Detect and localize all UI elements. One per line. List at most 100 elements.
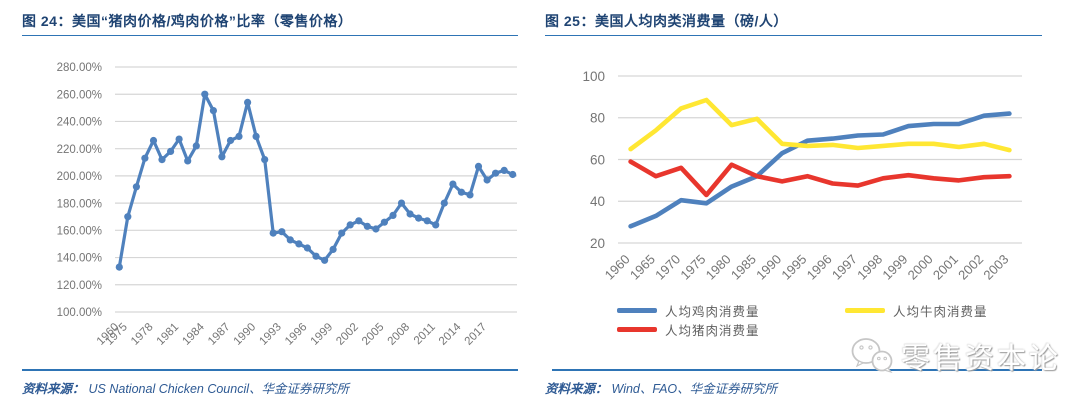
- y-axis-tick-label: 180.00%: [57, 198, 102, 210]
- data-point-marker: [474, 162, 483, 170]
- x-axis-tick-label: 1999: [879, 252, 910, 283]
- x-axis-tick-label: 1975: [677, 252, 708, 283]
- left-title-underline: [22, 35, 518, 37]
- x-axis-tick-label: 1996: [804, 252, 835, 283]
- data-point-marker: [192, 142, 200, 150]
- x-axis-tick-label: 2003: [980, 252, 1011, 283]
- data-point-marker: [457, 188, 465, 196]
- data-point-marker: [492, 169, 500, 177]
- legend-swatch: [845, 308, 885, 313]
- y-axis-tick-label: 140.00%: [57, 253, 102, 265]
- x-axis-tick-label: 1997: [829, 252, 860, 283]
- y-axis-tick-label: 280.00%: [57, 62, 102, 74]
- meat-consumption-legend: 人均鸡肉消费量人均猪肉消费量 人均牛肉消费量: [0, 301, 1075, 347]
- right-bottom-rule: [552, 369, 1042, 371]
- data-point-marker: [201, 90, 209, 98]
- data-point-marker: [175, 135, 183, 143]
- data-point-marker: [432, 221, 440, 229]
- data-point-marker: [372, 225, 380, 233]
- legend-label: 人均牛肉消费量: [893, 305, 988, 319]
- x-axis-tick-label: 2000: [905, 252, 936, 283]
- series-line: [628, 159, 1012, 198]
- data-point-marker: [303, 244, 311, 252]
- data-point-marker: [132, 183, 140, 191]
- legend-swatch: [617, 308, 657, 313]
- y-axis-tick-label: 60: [590, 152, 605, 167]
- data-point-marker: [184, 157, 192, 165]
- legend-item: 人均鸡肉消费量: [617, 301, 760, 320]
- series-line: [628, 111, 1012, 229]
- data-point-marker: [415, 214, 423, 222]
- data-point-marker: [269, 229, 277, 237]
- right-chart-title: 图 25：美国人均肉类消费量（磅/人）: [545, 13, 788, 29]
- data-point-marker: [509, 170, 517, 179]
- legend-item: 人均牛肉消费量: [845, 301, 988, 320]
- data-point-marker: [500, 166, 508, 174]
- meat-consumption-chart: 1008060402019601965197019751980198519901…: [582, 69, 1022, 283]
- data-point-marker: [167, 147, 175, 155]
- data-point-marker: [346, 221, 354, 229]
- y-axis-tick-label: 100.00%: [57, 307, 102, 319]
- legend-swatch: [617, 327, 657, 332]
- data-point-marker: [321, 256, 329, 264]
- watermark: 零售资本论: [849, 333, 1075, 379]
- data-point-marker: [295, 240, 303, 248]
- data-point-marker: [440, 199, 448, 207]
- data-point-marker: [483, 176, 491, 184]
- right-source-line: 资料来源： Wind、FAO、华金证券研究所: [545, 378, 777, 397]
- right-title-underline: [545, 35, 1042, 37]
- data-point-marker: [397, 199, 406, 207]
- data-point-marker: [406, 210, 414, 218]
- pork-chicken-price-ratio-chart: 280.00% 260.00% 240.00% 220.00% 200.00% 180.0…: [57, 62, 517, 348]
- data-point-marker: [226, 136, 235, 145]
- legend-column: 人均牛肉消费量: [845, 301, 988, 320]
- data-point-marker: [218, 153, 226, 161]
- x-axis-tick-label: 1960: [602, 252, 633, 283]
- data-point-marker: [423, 217, 431, 225]
- data-point-marker: [389, 211, 397, 219]
- y-axis-tick-label: 260.00%: [57, 89, 102, 101]
- data-point-marker: [338, 229, 346, 237]
- data-point-marker: [158, 156, 166, 164]
- data-point-marker: [286, 236, 294, 244]
- data-point-marker: [261, 156, 269, 164]
- x-axis-tick-label: 2002: [955, 252, 986, 283]
- series-line: [628, 97, 1012, 153]
- left-source-prefix: 资料来源：: [22, 382, 85, 396]
- x-axis-tick-label: 1995: [778, 252, 809, 283]
- right-source-text: Wind、FAO、华金证券研究所: [611, 382, 778, 396]
- data-point-marker: [141, 154, 149, 162]
- data-point-marker: [149, 136, 158, 145]
- right-source-prefix: 资料来源：: [545, 382, 608, 396]
- x-axis-tick-label: 1965: [627, 252, 658, 283]
- data-point-marker: [380, 218, 388, 226]
- data-point-marker: [244, 98, 252, 106]
- left-source-line: 资料来源： US National Chicken Council、华金证券研究所: [22, 378, 349, 397]
- data-point-marker: [449, 180, 457, 188]
- data-point-marker: [115, 263, 123, 271]
- x-axis-tick-label: 2001: [930, 252, 961, 283]
- data-point-marker: [466, 191, 474, 199]
- x-axis-tick-label: 1970: [652, 252, 683, 283]
- x-axis-tick-label: 1980: [703, 252, 734, 283]
- data-point-marker: [124, 213, 132, 221]
- wechat-chat-bubbles-icon: [851, 338, 893, 374]
- y-axis-tick-label: 120.00%: [57, 280, 102, 292]
- y-axis-tick-label: 100: [582, 69, 605, 84]
- data-point-marker: [278, 228, 286, 236]
- data-point-marker: [235, 132, 243, 140]
- x-axis-tick-label: 1998: [854, 252, 885, 283]
- y-axis-tick-label: 40: [590, 194, 605, 209]
- y-axis-tick-label: 80: [590, 111, 605, 126]
- y-axis-tick-label: 20: [590, 236, 605, 251]
- data-point-marker: [252, 132, 260, 140]
- legend-item: 人均猪肉消费量: [617, 320, 760, 339]
- y-axis-tick-label: 160.00%: [57, 225, 102, 237]
- left-chart-title: 图 24：美国“猪肉价格/鸡肉价格”比率（零售价格）: [22, 13, 353, 29]
- y-axis-tick-label: 200.00%: [57, 171, 102, 183]
- data-point-marker: [363, 222, 371, 230]
- data-point-marker: [209, 107, 217, 115]
- data-point-marker: [329, 245, 337, 253]
- legend-label: 人均猪肉消费量: [665, 324, 760, 338]
